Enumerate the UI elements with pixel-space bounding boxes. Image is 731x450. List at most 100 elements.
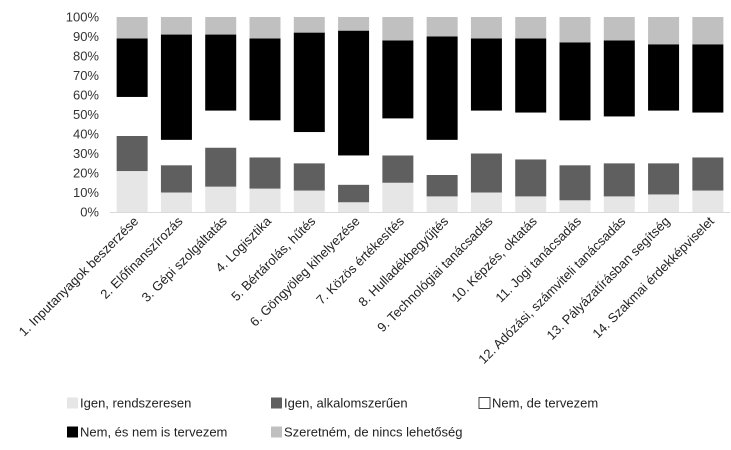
y-tick-label: 10% <box>73 185 99 200</box>
bar-segment-2-category-11 <box>559 165 591 201</box>
bar-segment-5-category-7 <box>382 17 414 41</box>
bar-segment-5-category-12 <box>603 17 635 41</box>
bar-segment-2-category-2 <box>160 165 192 193</box>
bar-segment-1-category-12 <box>603 196 635 212</box>
bar-segment-3-category-12 <box>603 116 635 164</box>
legend-label: Szeretném, de nincs lehetőség <box>284 425 463 440</box>
legend-swatch <box>271 397 282 409</box>
bar-segment-4-category-9 <box>470 38 502 111</box>
bar-segment-4-category-8 <box>426 36 458 140</box>
bar-segment-3-category-14 <box>692 112 724 158</box>
bar-segment-4-category-5 <box>293 32 325 133</box>
bar-segment-5-category-4 <box>249 17 281 39</box>
y-tick-label: 100% <box>66 10 100 25</box>
legend-swatch <box>478 397 491 409</box>
legend-label: Nem, és nem is tervezem <box>80 425 227 440</box>
bar-segment-2-category-13 <box>648 163 680 195</box>
bar-segment-1-category-11 <box>559 200 591 212</box>
bar-segment-4-category-10 <box>515 38 547 113</box>
bar-segment-3-category-7 <box>382 118 414 156</box>
bar-segment-3-category-9 <box>470 110 502 154</box>
bar-segment-4-category-6 <box>338 30 370 156</box>
bar-segment-3-category-6 <box>338 155 370 185</box>
bar-segment-4-category-1 <box>116 38 148 97</box>
bar-segment-3-category-1 <box>116 96 148 136</box>
bar-segment-4-category-2 <box>160 34 192 140</box>
bar-segment-2-category-6 <box>338 184 370 203</box>
bar-segment-3-category-2 <box>160 139 192 166</box>
y-tick-label: 20% <box>73 166 99 181</box>
bar-segment-2-category-8 <box>426 174 458 197</box>
legend-swatch <box>271 426 282 438</box>
bar-segment-1-category-1 <box>116 171 148 212</box>
y-tick-label: 30% <box>73 146 99 161</box>
x-tick-label: 3. Gépi szolgáltatás <box>138 213 230 305</box>
x-tick-label: 10. Képzés, oktatás <box>448 213 540 305</box>
bar-segment-1-category-7 <box>382 182 414 212</box>
x-tick-label: 5. Bértárolás, hűtés <box>228 213 319 304</box>
bar-segment-5-category-5 <box>293 17 325 33</box>
bar-segment-2-category-14 <box>692 157 724 191</box>
bar-segment-4-category-7 <box>382 40 414 119</box>
bar-segment-5-category-11 <box>559 17 591 43</box>
legend-label: Nem, de tervezem <box>492 396 598 411</box>
legend: Igen, rendszeresen Igen, alkalomszerűen Ne… <box>67 396 598 440</box>
y-tick-label: 0% <box>80 205 99 220</box>
bar-segment-2-category-9 <box>470 153 502 193</box>
bar-segment-5-category-6 <box>338 17 370 31</box>
bar-segment-2-category-10 <box>515 159 547 197</box>
bar-segment-2-category-1 <box>116 135 148 172</box>
x-tick-label: 11. Jogi tanácsadás <box>492 213 584 305</box>
bar-segment-5-category-14 <box>692 17 724 45</box>
bar-segment-3-category-13 <box>648 110 680 164</box>
y-tick-label: 60% <box>73 88 99 103</box>
bar-segment-2-category-4 <box>249 157 281 189</box>
bar-segment-1-category-10 <box>515 196 547 212</box>
bar-segment-4-category-13 <box>648 44 680 111</box>
bar-segment-2-category-12 <box>603 163 635 197</box>
bar-segment-2-category-3 <box>205 147 237 187</box>
bar-segment-5-category-10 <box>515 17 547 39</box>
bar-segment-3-category-8 <box>426 139 458 175</box>
legend-swatch <box>67 397 78 409</box>
y-tick-label: 40% <box>73 127 99 142</box>
bar-segment-1-category-6 <box>338 202 370 212</box>
y-tick-label: 80% <box>73 49 99 64</box>
x-tick-label: 2. Előfinanszírozás <box>97 213 186 302</box>
bar-segment-1-category-3 <box>205 186 237 212</box>
bar-segment-4-category-3 <box>205 34 237 111</box>
bar-segment-1-category-5 <box>293 190 325 212</box>
bar-segment-3-category-5 <box>293 132 325 164</box>
plot-area <box>116 17 724 212</box>
bar-segment-5-category-9 <box>470 17 502 39</box>
bar-segment-5-category-2 <box>160 17 192 35</box>
bar-segment-4-category-11 <box>559 42 591 121</box>
bar-segment-1-category-4 <box>249 188 281 212</box>
bar-segment-4-category-12 <box>603 40 635 117</box>
bar-segment-3-category-11 <box>559 120 591 166</box>
legend-swatch <box>67 426 78 438</box>
bar-segment-1-category-14 <box>692 190 724 212</box>
bar-segment-3-category-4 <box>249 120 281 158</box>
y-tick-label: 70% <box>73 68 99 83</box>
legend-label: Igen, alkalomszerűen <box>284 396 408 411</box>
y-axis: 0% 10% 20% 30% 40% 50% 60% 70% 80% 90% 100% <box>66 10 100 220</box>
legend-label: Igen, rendszeresen <box>80 396 191 411</box>
y-tick-label: 90% <box>73 29 99 44</box>
bar-segment-5-category-3 <box>205 17 237 35</box>
y-tick-label: 50% <box>73 107 99 122</box>
bar-segment-5-category-8 <box>426 17 458 37</box>
bar-segment-1-category-9 <box>470 192 502 212</box>
bar-segment-1-category-13 <box>648 194 680 212</box>
bar-segment-4-category-4 <box>249 38 281 121</box>
bar-segment-5-category-13 <box>648 17 680 45</box>
bar-segment-4-category-14 <box>692 44 724 113</box>
bar-segment-5-category-1 <box>116 17 148 39</box>
bar-segment-3-category-10 <box>515 112 547 160</box>
bar-segment-2-category-5 <box>293 163 325 191</box>
bar-segment-1-category-8 <box>426 196 458 212</box>
bar-segment-3-category-3 <box>205 110 237 148</box>
bar-segment-1-category-2 <box>160 192 192 212</box>
